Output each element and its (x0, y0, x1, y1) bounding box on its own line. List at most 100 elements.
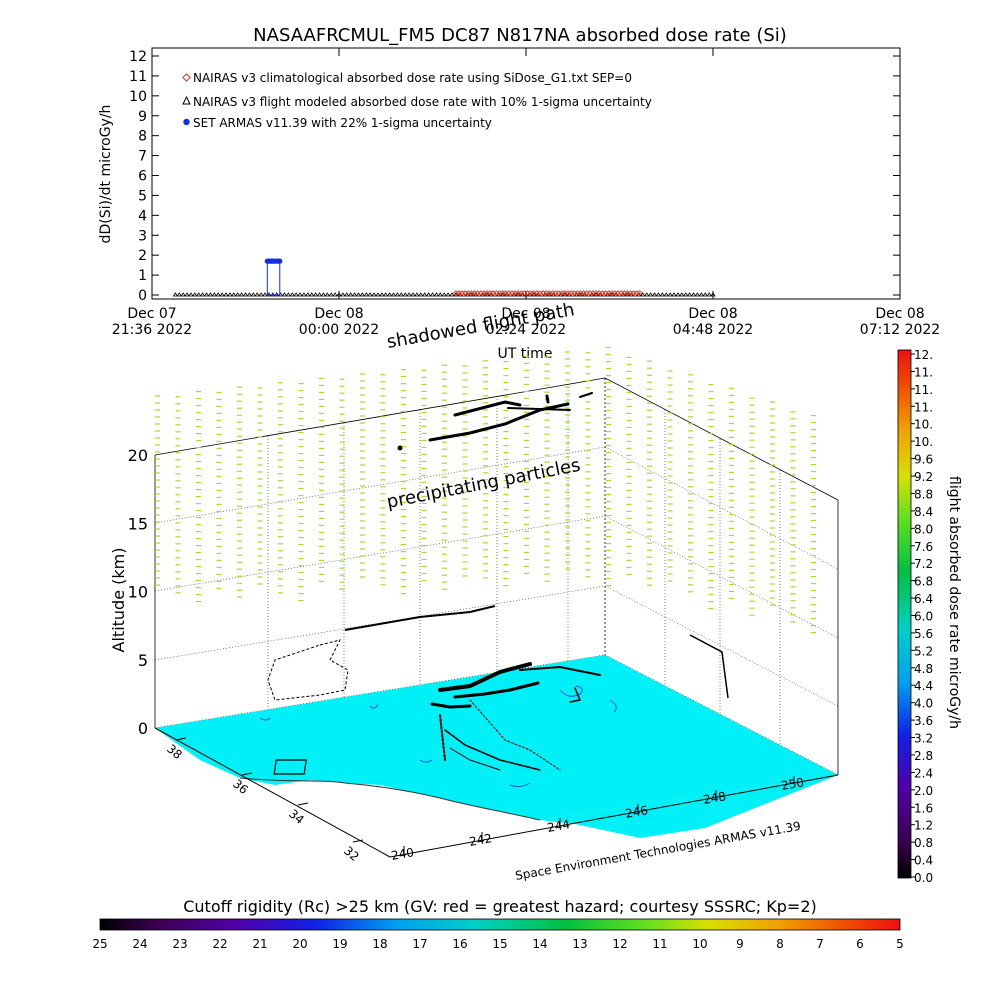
colorbar-tick-label: 11. (914, 400, 933, 414)
climatological-point (615, 290, 621, 296)
colorbar-tick-label: 8.8 (914, 487, 933, 501)
flight-modeled-point (250, 292, 257, 297)
flight-modeled-point (215, 292, 221, 297)
altitude-tick-label: 15 (128, 514, 148, 533)
y-tick-label: 9 (138, 109, 147, 125)
rigidity-tick-label: 6 (856, 937, 864, 951)
rigidity-tick-label: 18 (372, 937, 387, 951)
colorbar-tick-label: 7.6 (914, 540, 933, 554)
flight-modeled-point (644, 292, 650, 297)
flight-modeled-point (262, 292, 268, 297)
climatological-point (552, 290, 559, 296)
flight-modeled-point (219, 292, 225, 297)
colorbar-gradient (897, 349, 912, 879)
colorbar-tick-label: 8.4 (914, 505, 933, 519)
flight-modeled-point (328, 292, 334, 297)
flight-modeled-point (308, 292, 315, 297)
colorbar-tick-label: 5.6 (914, 627, 933, 641)
flight-modeled-point (324, 292, 331, 297)
flight-path-high-altitude (397, 392, 593, 451)
climatological-point (630, 290, 637, 296)
flight-modeled-point (285, 292, 292, 297)
latitude-tick-mark (352, 839, 364, 843)
flight-modeled-point (258, 292, 264, 297)
flight-modeled-point (359, 292, 366, 297)
colorbar-tick-label: 0.8 (914, 836, 933, 850)
flight-modeled-point (375, 292, 381, 297)
climatological-point (465, 290, 472, 296)
flight-modeled-point (418, 292, 424, 297)
climatological-point (468, 290, 475, 296)
altitude-ticks: 0 5 10 15 20 (128, 446, 148, 738)
x-tick-label-date: Dec 08 (688, 306, 737, 322)
longitude-tick-label: 246 (624, 803, 649, 821)
ground-shadow-south (540, 775, 838, 838)
y-tick-label: 5 (138, 188, 147, 204)
rigidity-tick-label: 10 (692, 937, 707, 951)
rigidity-ticks: 25 24 23 22 21 20 19 18 17 16 15 14 13 12 11 10 9 8 7 6 5 (92, 937, 903, 951)
x-tick-label-time: 21:36 2022 (112, 322, 192, 338)
colorbar-tick-label: 7.2 (914, 557, 933, 571)
precipitating-particles-label: precipitating particles (385, 455, 582, 513)
climatological-point (636, 290, 643, 296)
flight-modeled-point (437, 292, 444, 297)
climatological-point (602, 290, 609, 296)
colorbar-tick-label: 6.4 (914, 592, 933, 606)
flight-modeled-point (363, 292, 370, 297)
flight-modeled-point (246, 292, 253, 297)
climatological-point (474, 290, 481, 296)
x-tick-label-time: 04:48 2022 (673, 322, 753, 338)
climatological-point (481, 290, 487, 296)
flight-modeled-point (410, 292, 416, 297)
x-tick-label-date: Dec 07 (127, 306, 176, 322)
flight-modeled-point (679, 292, 685, 297)
rigidity-tick-label: 7 (816, 937, 824, 951)
flight-modeled-point (698, 292, 705, 297)
climatological-point (530, 290, 537, 296)
climatological-point (583, 290, 590, 296)
climatological-point (558, 290, 565, 296)
flight-modeled-point (675, 292, 681, 297)
flight-modeled-point (254, 292, 260, 297)
flight-modeled-point (242, 292, 249, 297)
rigidity-tick-label: 22 (212, 937, 227, 951)
latitude-tick-mark (297, 802, 309, 806)
flight-modeled-point (710, 292, 716, 297)
climatological-point (537, 290, 543, 296)
flight-modeled-point (647, 292, 654, 297)
rigidity-tick-label: 12 (612, 937, 627, 951)
climatological-point (534, 290, 540, 296)
climatological-point (471, 290, 478, 296)
flight-modeled-point (640, 292, 646, 297)
colorbar-tick-label: 1.2 (914, 819, 933, 833)
colorbar-tick-label: 4.0 (914, 697, 933, 711)
colorbar-tick-label: 6.8 (914, 575, 933, 589)
front-axes (154, 727, 839, 858)
climatological-point (484, 290, 490, 296)
climatological-point (499, 290, 506, 296)
rigidity-tick-label: 17 (412, 937, 427, 951)
flight-modeled-point (386, 292, 393, 297)
colorbar-tick-label: 0.0 (914, 871, 933, 885)
latitude-tick-mark (241, 772, 253, 776)
climatological-point (608, 290, 615, 296)
flight-modeled-point (398, 292, 405, 297)
climatological-point (502, 290, 509, 296)
flight-modeled-point (192, 292, 198, 297)
longitude-ticks: 240 242 244 246 248 250 (390, 775, 805, 863)
climatological-point (524, 290, 531, 296)
climatological-point (565, 290, 571, 296)
colorbar-tick-label: 2.4 (914, 766, 933, 780)
flight-modeled-point (238, 292, 245, 297)
map-marker-box (273, 759, 307, 775)
flight-modeled-point (706, 292, 712, 297)
colorbar-tick-label: 6.0 (914, 610, 933, 624)
rigidity-tick-label: 20 (292, 937, 307, 951)
flight-modeled-point (336, 292, 342, 297)
flight-modeled-point (297, 292, 303, 297)
y-tick-label: 2 (138, 248, 147, 264)
armas-uncertainty-box (266, 260, 281, 296)
colorbar-tick-label: 0.4 (914, 854, 933, 868)
